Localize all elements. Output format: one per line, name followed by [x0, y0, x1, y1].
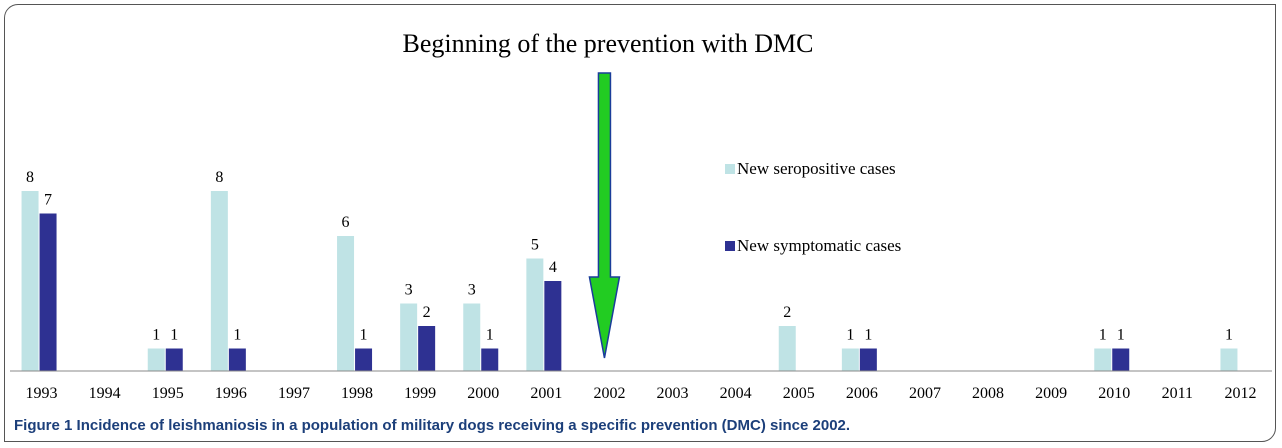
data-label: 5 [531, 237, 539, 254]
bar-seropositive [463, 303, 481, 371]
x-tick-label: 2001 [530, 385, 562, 402]
data-label: 1 [846, 327, 854, 344]
bar-symptomatic [859, 348, 877, 371]
bar-symptomatic [418, 326, 436, 371]
x-tick-label: 2011 [1162, 385, 1193, 402]
x-tick-label: 2005 [783, 385, 815, 402]
x-tick-label: 1997 [278, 385, 310, 402]
data-label: 3 [468, 282, 476, 299]
bar-seropositive [1220, 348, 1238, 371]
bar-seropositive [21, 191, 39, 371]
data-label: 1 [360, 327, 368, 344]
data-label: 1 [1117, 327, 1125, 344]
x-tick-label: 1998 [341, 385, 373, 402]
x-tick-label: 1996 [215, 385, 247, 402]
bar-symptomatic [1112, 348, 1130, 371]
x-tick-label: 2006 [846, 385, 878, 402]
x-tick-label: 2009 [1035, 385, 1067, 402]
data-label: 7 [44, 192, 52, 209]
x-tick-label: 1995 [152, 385, 184, 402]
legend-swatch [725, 241, 735, 251]
bar-seropositive [400, 303, 418, 371]
bar-seropositive [841, 348, 859, 371]
bar-seropositive [526, 258, 544, 371]
bar-seropositive [210, 191, 228, 371]
data-label: 1 [170, 327, 178, 344]
bar-symptomatic [165, 348, 183, 371]
data-label: 1 [864, 327, 872, 344]
data-label: 4 [549, 259, 557, 276]
figure-frame [4, 4, 1276, 442]
data-label: 1 [233, 327, 241, 344]
bar-symptomatic [228, 348, 246, 371]
x-tick-label: 2007 [909, 385, 941, 402]
bar-seropositive [337, 236, 355, 371]
x-tick-label: 2004 [720, 385, 752, 402]
data-label: 8 [26, 169, 34, 186]
data-label: 8 [215, 169, 223, 186]
bar-symptomatic [39, 213, 57, 371]
x-tick-label: 2008 [972, 385, 1004, 402]
bar-seropositive [778, 326, 796, 371]
legend-label: New symptomatic cases [737, 236, 901, 255]
x-tick-label: 2012 [1224, 385, 1256, 402]
x-tick-label: 2002 [593, 385, 625, 402]
caption-prefix: Figure 1 [14, 417, 73, 434]
bar-seropositive [1094, 348, 1112, 371]
data-label: 1 [486, 327, 494, 344]
bar-seropositive [147, 348, 165, 371]
data-label: 3 [405, 282, 413, 299]
bar-symptomatic [355, 348, 373, 371]
figure-caption: Figure 1 Incidence of leishmaniosis in a… [14, 417, 850, 434]
x-tick-label: 1994 [89, 385, 121, 402]
caption-text: Incidence of leishmaniosis in a populati… [76, 417, 851, 434]
data-label: 2 [783, 304, 791, 321]
data-label: 1 [152, 327, 160, 344]
data-label: 6 [342, 214, 350, 231]
chart-title: Beginning of the prevention with DMC [403, 29, 814, 58]
x-tick-label: 2003 [657, 385, 689, 402]
x-tick-label: 2000 [467, 385, 499, 402]
legend-swatch [725, 164, 735, 174]
bar-symptomatic [481, 348, 499, 371]
data-label: 1 [1225, 327, 1233, 344]
x-tick-label: 2010 [1098, 385, 1130, 402]
bar-symptomatic [544, 281, 562, 371]
prevention-arrow [588, 72, 621, 359]
x-tick-label: 1993 [26, 385, 58, 402]
data-label: 2 [423, 304, 431, 321]
x-tick-label: 1999 [404, 385, 436, 402]
data-label: 1 [1099, 327, 1107, 344]
legend-label: New seropositive cases [737, 159, 896, 178]
